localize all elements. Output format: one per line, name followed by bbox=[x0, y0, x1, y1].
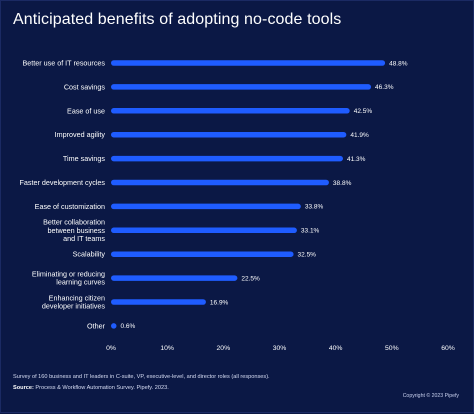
category-label-line: Better use of IT resources bbox=[22, 59, 105, 68]
bar-value-label: 16.9% bbox=[210, 299, 229, 306]
x-tick-label: 20% bbox=[217, 345, 231, 352]
bar-value-label: 33.1% bbox=[301, 228, 320, 235]
x-axis-ticks: 0% 10% 20% 30% 40% 50% 60% bbox=[106, 345, 455, 352]
category-label: Scalability bbox=[73, 250, 106, 259]
bar bbox=[111, 203, 301, 210]
bar bbox=[111, 251, 294, 257]
category-label-line: learning curves bbox=[56, 278, 105, 287]
bar bbox=[111, 299, 206, 305]
category-label: Faster development cycles bbox=[20, 178, 106, 187]
category-label: Better use of IT resources bbox=[22, 59, 105, 68]
copyright: Copyright © 2023 Pipefy bbox=[402, 393, 459, 399]
category-label-line: Other bbox=[87, 321, 106, 330]
category-label: Eliminating or reducing learning curves bbox=[32, 270, 106, 287]
category-label-line: Eliminating or reducing bbox=[32, 270, 105, 279]
bar bbox=[111, 131, 347, 138]
value-labels: 48.8% 46.3% 42.5% 41.9% 41.3% 38.8% 33.8% 33.1%… bbox=[121, 60, 408, 330]
category-label: Other bbox=[87, 321, 106, 330]
x-tick-label: 50% bbox=[385, 345, 399, 352]
category-label: Time savings bbox=[63, 154, 105, 163]
category-label-line: Enhancing citizen bbox=[49, 293, 105, 302]
source-text: Process & Workflow Automation Survey. Pi… bbox=[33, 385, 169, 391]
category-label: Improved agility bbox=[55, 130, 106, 139]
category-label-line: Time savings bbox=[63, 154, 105, 163]
category-label: Cost savings bbox=[64, 82, 106, 91]
bar bbox=[111, 275, 238, 281]
bar-value-label: 41.9% bbox=[350, 132, 369, 139]
category-label: Ease of customization bbox=[35, 202, 105, 211]
bar-value-label: 48.8% bbox=[389, 60, 408, 67]
bar-value-label: 33.8% bbox=[305, 204, 324, 211]
source-note: Source: Process & Workflow Automation Su… bbox=[13, 383, 270, 394]
bar bbox=[111, 60, 386, 66]
category-label-line: Scalability bbox=[73, 250, 106, 259]
footnote: Survey of 160 business and IT leaders in… bbox=[13, 372, 270, 394]
category-label-line: Improved agility bbox=[55, 130, 106, 139]
bar-value-label: 46.3% bbox=[375, 84, 394, 91]
category-label: Better collaboration between business and … bbox=[43, 218, 105, 243]
category-label-line: Better collaboration bbox=[43, 218, 105, 227]
x-tick-label: 0% bbox=[106, 345, 116, 352]
category-label: Enhancing citizen developer initiatives bbox=[42, 293, 106, 310]
survey-note: Survey of 160 business and IT leaders in… bbox=[13, 374, 270, 380]
category-label-line: developer initiatives bbox=[42, 302, 106, 311]
bar-value-label: 42.5% bbox=[354, 108, 373, 115]
category-label-line: Ease of use bbox=[67, 106, 105, 115]
bar-value-label: 0.6% bbox=[121, 323, 136, 330]
category-label-line: Faster development cycles bbox=[20, 178, 106, 187]
category-label-line: Cost savings bbox=[64, 82, 106, 91]
bar bbox=[111, 84, 372, 90]
category-label-line: and IT teams bbox=[63, 234, 105, 243]
source-label: Source: bbox=[13, 385, 34, 391]
bar bbox=[111, 108, 350, 114]
chart-title: Anticipated benefits of adopting no-code… bbox=[13, 11, 342, 28]
category-label-line: between business bbox=[47, 226, 105, 235]
bar-value-label: 41.3% bbox=[347, 156, 366, 163]
category-label: Ease of use bbox=[67, 106, 105, 115]
bars bbox=[111, 60, 386, 329]
bar bbox=[111, 155, 343, 162]
x-tick-label: 10% bbox=[160, 345, 174, 352]
bar-value-label: 38.8% bbox=[333, 180, 352, 187]
bar bbox=[111, 179, 329, 186]
bar-value-label: 32.5% bbox=[298, 252, 317, 259]
x-tick-label: 60% bbox=[441, 345, 455, 352]
bar-value-label: 22.5% bbox=[241, 275, 260, 282]
category-label-line: Ease of customization bbox=[35, 202, 105, 211]
category-labels: Better use of IT resources Cost savings Ea… bbox=[20, 59, 106, 331]
bar bbox=[111, 323, 117, 329]
bar bbox=[111, 227, 297, 234]
x-tick-label: 40% bbox=[329, 345, 343, 352]
x-tick-label: 30% bbox=[273, 345, 287, 352]
